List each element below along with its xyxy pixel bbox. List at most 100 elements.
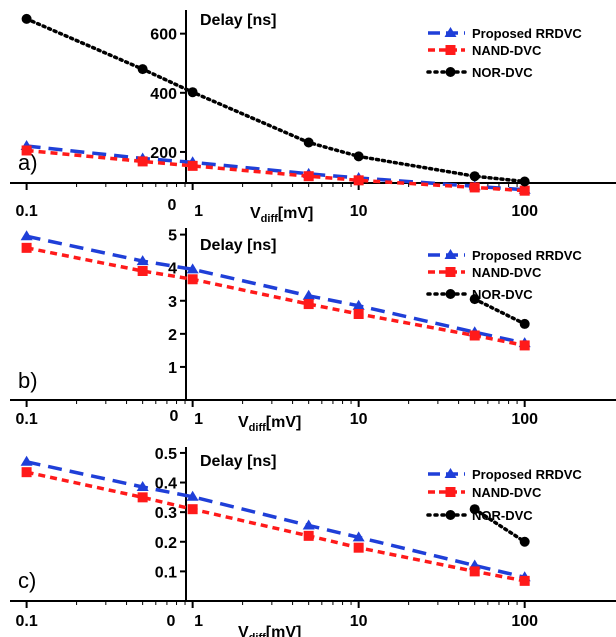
y-tick-label: 0.5	[155, 446, 177, 463]
rrdvc-marker-legend	[444, 468, 457, 478]
nand-marker-3	[303, 530, 314, 541]
rrdvc-marker-2	[186, 263, 199, 274]
nand-marker-5	[469, 566, 480, 577]
panel-label: a)	[18, 150, 38, 175]
nand-marker-1	[137, 492, 148, 503]
legend-label: NAND-DVC	[472, 265, 542, 280]
rrdvc-marker-4	[352, 299, 365, 310]
legend-label: NOR-DVC	[472, 508, 533, 523]
nand-marker-2	[187, 504, 198, 515]
series-proposed-rrdvc	[20, 140, 531, 194]
nand-marker-1	[137, 156, 148, 167]
series-line	[472, 297, 527, 326]
chart-panel-2: 0.1 1 10 100 1 2 3 4 5 0 Delay [ns] Vdiff[mV] b) Prop…	[10, 228, 616, 434]
nand-marker-2	[187, 160, 198, 171]
nand-marker-0	[21, 242, 32, 253]
x-axis-label: Vdiff[mV]	[238, 624, 301, 637]
legend-entry: NAND-DVC	[428, 485, 542, 500]
series-line	[472, 507, 527, 544]
y-tick-label: 5	[168, 228, 177, 245]
nand-marker-6	[519, 185, 530, 196]
x-tick-label: 0.1	[15, 203, 37, 220]
nand-marker-4	[353, 175, 364, 186]
legend-label: NAND-DVC	[472, 43, 542, 58]
nand-marker-4	[353, 542, 364, 553]
rrdvc-marker-4	[352, 531, 365, 542]
series-nand-dvc	[21, 467, 530, 586]
rrdvc-marker-0	[20, 230, 33, 241]
legend-label: NOR-DVC	[472, 65, 533, 80]
nor-marker-1	[519, 318, 530, 329]
x-axis-label: Vdiff[mV]	[250, 205, 313, 225]
nand-marker-4	[353, 309, 364, 319]
legend-entry: NOR-DVC	[426, 508, 533, 523]
x-tick-label: 0.1	[15, 411, 37, 428]
x-axis-label: Vdiff[mV]	[238, 414, 301, 434]
y-tick-label: 0.1	[155, 564, 177, 581]
nand-marker-6	[519, 575, 530, 586]
x-tick-label: 100	[511, 203, 538, 220]
y-tick-label: 0.4	[155, 476, 177, 493]
series-proposed-rrdvc	[20, 455, 531, 582]
legend-label: NAND-DVC	[472, 485, 542, 500]
nor-marker-1	[519, 536, 530, 547]
legend-entry: NOR-DVC	[426, 65, 533, 80]
nand-marker-legend	[445, 45, 456, 55]
y-tick-label: 1	[168, 360, 177, 377]
nor-marker-6	[519, 176, 530, 187]
nand-marker-5	[469, 330, 480, 341]
panel-label: b)	[18, 368, 38, 393]
nand-marker-legend	[445, 487, 456, 497]
chart-panel-1: 0.1 1 10 100 200 400 600 0 Delay [ns] Vdiff[mV] a)…	[10, 10, 616, 225]
x-tick-label: 10	[350, 411, 368, 428]
legend-entry: Proposed RRDVC	[428, 26, 582, 41]
x-tick-label: 1	[194, 203, 203, 220]
series-nor-dvc	[469, 294, 530, 329]
series-nand-dvc	[21, 242, 530, 351]
nand-marker-0	[21, 467, 32, 478]
nor-marker-1	[137, 64, 148, 75]
x-tick-label: 100	[511, 613, 538, 630]
nand-marker-5	[469, 182, 480, 193]
nand-marker-3	[303, 299, 314, 310]
x-tick-label: 0.1	[15, 613, 37, 630]
rrdvc-marker-1	[136, 255, 149, 266]
origin-label: 0	[167, 613, 176, 630]
legend-entry: Proposed RRDVC	[428, 248, 582, 263]
rrdvc-marker-1	[136, 480, 149, 491]
y-tick-label: 400	[150, 86, 177, 103]
nor-marker-3	[303, 137, 314, 148]
y-axis-label: Delay [ns]	[200, 237, 276, 254]
x-tick-label: 1	[194, 613, 203, 630]
nor-marker-4	[353, 151, 364, 162]
rrdvc-marker-0	[20, 455, 33, 466]
legend-entry: NAND-DVC	[428, 265, 542, 280]
y-tick-label: 3	[168, 294, 177, 311]
y-tick-label: 600	[150, 27, 177, 44]
y-tick-label: 200	[150, 145, 177, 162]
nor-marker-legend	[445, 67, 456, 77]
y-tick-label: 2	[168, 327, 177, 344]
nor-marker-0	[469, 504, 480, 515]
nor-marker-0	[21, 13, 32, 24]
legend-label: Proposed RRDVC	[472, 467, 582, 482]
nand-marker-legend	[445, 267, 456, 277]
origin-label: 0	[170, 408, 179, 425]
series-nor-dvc	[21, 13, 530, 187]
series-nand-dvc	[21, 145, 530, 196]
legend-label: Proposed RRDVC	[472, 26, 582, 41]
nor-marker-legend	[445, 289, 456, 299]
nor-marker-2	[187, 87, 198, 98]
nand-marker-0	[21, 145, 32, 156]
nand-marker-6	[519, 340, 530, 351]
nor-marker-0	[469, 294, 480, 305]
nand-marker-1	[137, 266, 148, 276]
rrdvc-marker-legend	[444, 249, 457, 259]
chart-panel-3: 0.1 1 10 100 0.1 0.2 0.3 0.4 0.5 0 Delay [ns] Vdiff…	[10, 446, 616, 637]
y-tick-label: 0.2	[155, 535, 177, 552]
panel-label: c)	[18, 568, 36, 593]
y-axis-label: Delay [ns]	[200, 453, 276, 470]
nor-marker-5	[469, 171, 480, 182]
y-tick-label: 4	[168, 261, 177, 278]
